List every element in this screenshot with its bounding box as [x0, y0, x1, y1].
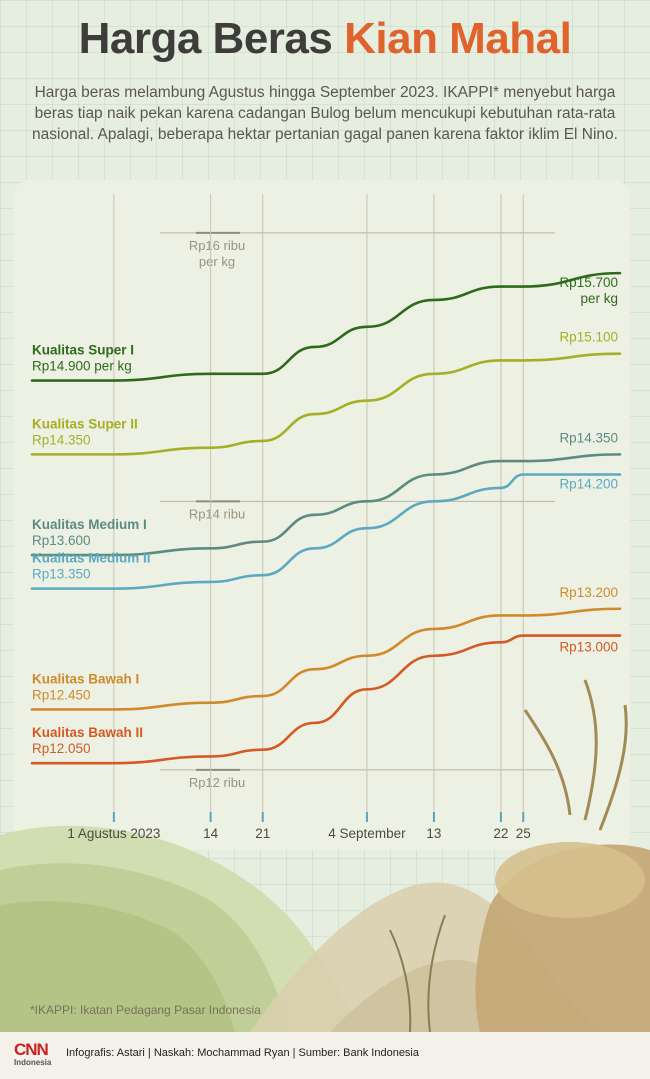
rice-field-illustration: [0, 679, 650, 1033]
x-tick-label: 25: [516, 826, 531, 841]
series-end-value: Rp13.200: [559, 585, 618, 600]
series-end-value: Rp15.100: [559, 330, 618, 345]
cnn-indonesia-logo: CNN Indonesia: [14, 1040, 52, 1067]
series-line: [30, 634, 622, 765]
logo-main-text: CNN: [14, 1040, 49, 1059]
series-end-value: Rp14.200: [559, 477, 618, 492]
series-line: [30, 352, 622, 456]
title-part-1: Harga Beras: [78, 14, 333, 63]
series-end-value: Rp14.350: [559, 430, 618, 445]
series-name-label: Kualitas Super I: [32, 343, 134, 358]
series-start-value: Rp13.600: [32, 533, 91, 548]
footer-bar: [0, 1032, 650, 1079]
series-line: [30, 453, 622, 557]
reference-line-label: Rp16 ribu: [189, 238, 245, 253]
x-tick-label: 14: [203, 826, 219, 841]
series-end-value: Rp13.000: [559, 640, 618, 655]
ikappi-note: *IKAPPI: Ikatan Pedagang Pasar Indonesia: [30, 1003, 261, 1017]
reference-line-unit: per kg: [199, 254, 235, 269]
reference-line-label: Rp14 ribu: [189, 506, 245, 521]
series-end-value: Rp15.700: [559, 275, 618, 290]
x-tick-label: 21: [255, 826, 270, 841]
series-name-label: Kualitas Bawah I: [32, 671, 139, 686]
series-line: [30, 271, 622, 382]
series-name-label: Kualitas Bawah II: [32, 725, 143, 740]
series-name-label: Kualitas Medium I: [32, 517, 147, 532]
logo-sub-text: Indonesia: [14, 1058, 52, 1067]
x-tick-label: 22: [493, 826, 508, 841]
series-line: [30, 473, 622, 590]
reference-line-label: Rp12 ribu: [189, 775, 245, 790]
series-start-value: Rp12.050: [32, 741, 91, 756]
title-part-2: Kian Mahal: [344, 14, 572, 63]
series-name-label: Kualitas Super II: [32, 416, 138, 431]
x-tick-label: 4 September: [328, 826, 406, 841]
x-tick-label: 1 Agustus 2023: [67, 826, 160, 841]
series-start-value: Rp13.350: [32, 567, 91, 582]
series-name-label: Kualitas Medium II: [32, 551, 151, 566]
series-line: [30, 607, 622, 711]
series-start-value: Rp14.350: [32, 432, 91, 447]
page-title: Harga Beras Kian Mahal: [0, 14, 650, 64]
footer-credits: Infografis: Astari | Naskah: Mochammad R…: [66, 1047, 419, 1059]
x-tick-label: 13: [426, 826, 441, 841]
series-end-unit: per kg: [580, 291, 618, 306]
series-start-value: Rp12.450: [32, 687, 91, 702]
series-start-value: Rp14.900 per kg: [32, 359, 132, 374]
page-subtitle: Harga beras melambung Agustus hingga Sep…: [32, 84, 618, 143]
